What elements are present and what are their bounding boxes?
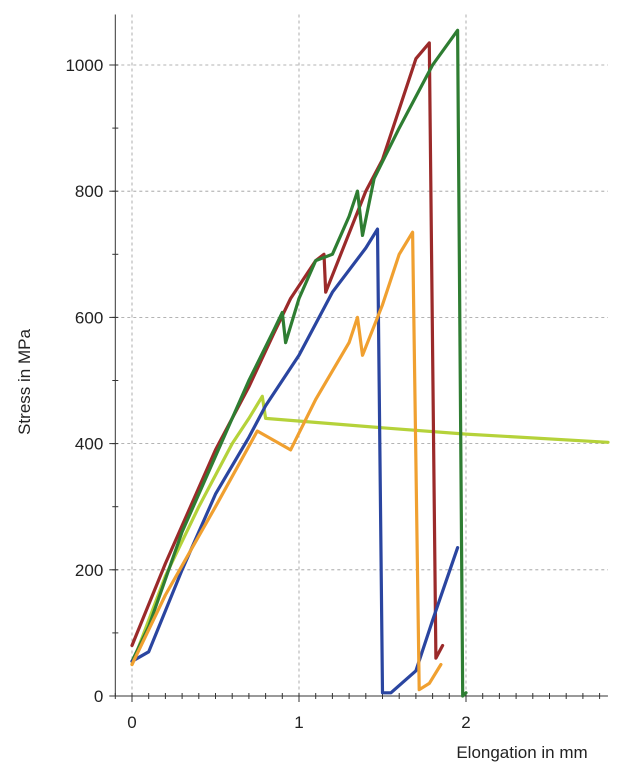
series-line-4: [130, 227, 460, 695]
y-tick-label: 200: [75, 561, 103, 580]
series-line-1: [130, 394, 610, 667]
y-tick-label: 0: [94, 687, 103, 706]
y-axis-title: Stress in MPa: [15, 329, 34, 435]
series-line-3: [130, 28, 468, 698]
x-tick-label: 2: [461, 713, 470, 732]
y-tick-label: 1000: [65, 56, 103, 75]
x-tick-label: 1: [294, 713, 303, 732]
grid-layer: [115, 14, 608, 696]
x-axis-title: Elongation in mm: [456, 743, 587, 762]
axes-layer: [109, 14, 608, 702]
y-tick-label: 600: [75, 308, 103, 327]
x-tick-label: 0: [127, 713, 136, 732]
series-layer: [130, 28, 610, 698]
y-tick-label: 800: [75, 182, 103, 201]
y-tick-label: 400: [75, 435, 103, 454]
labels-layer: Stress in MPa Elongation in mm 0 200 400 60…: [15, 56, 588, 762]
series-line-5: [130, 230, 443, 692]
